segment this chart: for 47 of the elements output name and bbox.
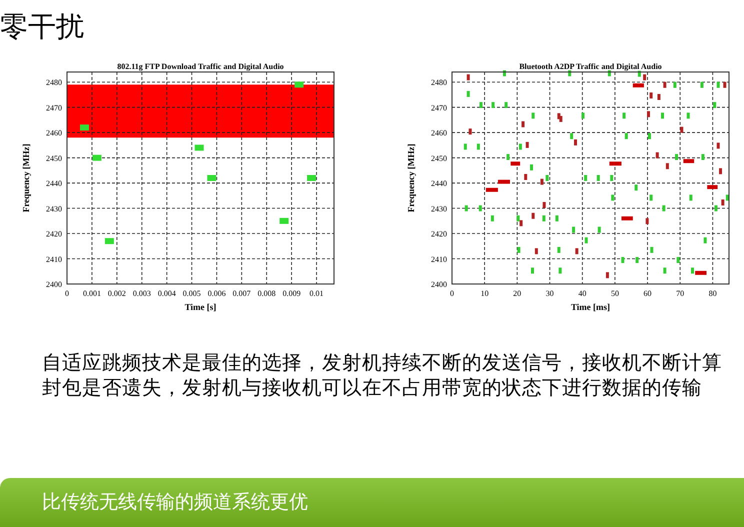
y-tick-label: 2480 xyxy=(46,78,62,88)
x-tick-label: 0.002 xyxy=(108,289,126,298)
chart-title: 802.11g FTP Download Traffic and Digital Audio xyxy=(117,62,284,71)
x-tick-label: 40 xyxy=(578,289,586,298)
x-tick-label: 80 xyxy=(708,289,717,298)
y-tick-label: 2440 xyxy=(431,179,447,188)
x-tick-label: 0.001 xyxy=(82,289,101,298)
x-tick-label: 20 xyxy=(513,289,522,298)
x-tick-label: 0.01 xyxy=(310,289,324,298)
y-tick-label: 2410 xyxy=(46,254,62,264)
x-axis-title: Time [s] xyxy=(184,302,216,312)
text: 自适应跳频技术是最佳的选择，发射机持续不断的发送信号，接收机不断计算封包是否遗失，发射机与接收机可以在不占用带宽的状态下进行数据的传输 xyxy=(42,350,723,400)
x-tick-label: 0.003 xyxy=(132,289,151,298)
y-tick-label: 2470 xyxy=(431,103,447,112)
y-tick-label: 2420 xyxy=(431,230,447,239)
x-tick-label: 0 xyxy=(450,289,454,298)
y-tick-label: 2430 xyxy=(46,204,62,214)
text: 零干扰 xyxy=(0,9,84,45)
y-tick-label: 2400 xyxy=(431,280,447,289)
y-tick-label: 2430 xyxy=(431,204,447,214)
x-tick-label: 50 xyxy=(610,289,619,298)
y-tick-label: 2450 xyxy=(46,154,62,163)
x-tick-label: 0.009 xyxy=(282,289,301,298)
x-axis-title: Time [ms] xyxy=(570,302,610,312)
y-tick-label: 2460 xyxy=(431,128,447,138)
x-tick-label: 0.008 xyxy=(258,289,276,298)
y-axis-title: Frequency [MHz] xyxy=(21,144,31,212)
x-tick-label: 30 xyxy=(546,289,554,298)
chart-title: Bluetooth A2DP Traffic and Digital Audio xyxy=(519,62,662,71)
text: 比传统无线传输的频道系统更优 xyxy=(0,478,744,527)
x-tick-label: 10 xyxy=(480,289,489,298)
x-tick-label: 0.007 xyxy=(232,289,251,298)
x-tick-label: 0.004 xyxy=(158,289,176,298)
y-tick-label: 2420 xyxy=(46,230,62,239)
y-tick-label: 2460 xyxy=(46,128,62,138)
y-tick-label: 2480 xyxy=(431,78,447,88)
x-tick-label: 0.006 xyxy=(208,289,226,298)
y-axis-title: Frequency [MHz] xyxy=(406,144,416,212)
x-tick-label: 0 xyxy=(65,289,69,298)
y-tick-label: 2470 xyxy=(46,103,62,112)
x-tick-label: 70 xyxy=(676,289,684,298)
y-tick-label: 2410 xyxy=(431,254,447,264)
y-tick-label: 2450 xyxy=(431,154,447,163)
y-tick-label: 2440 xyxy=(46,179,62,188)
x-tick-label: 60 xyxy=(644,289,652,298)
x-tick-label: 0.005 xyxy=(182,289,201,298)
y-tick-label: 2400 xyxy=(46,280,62,289)
